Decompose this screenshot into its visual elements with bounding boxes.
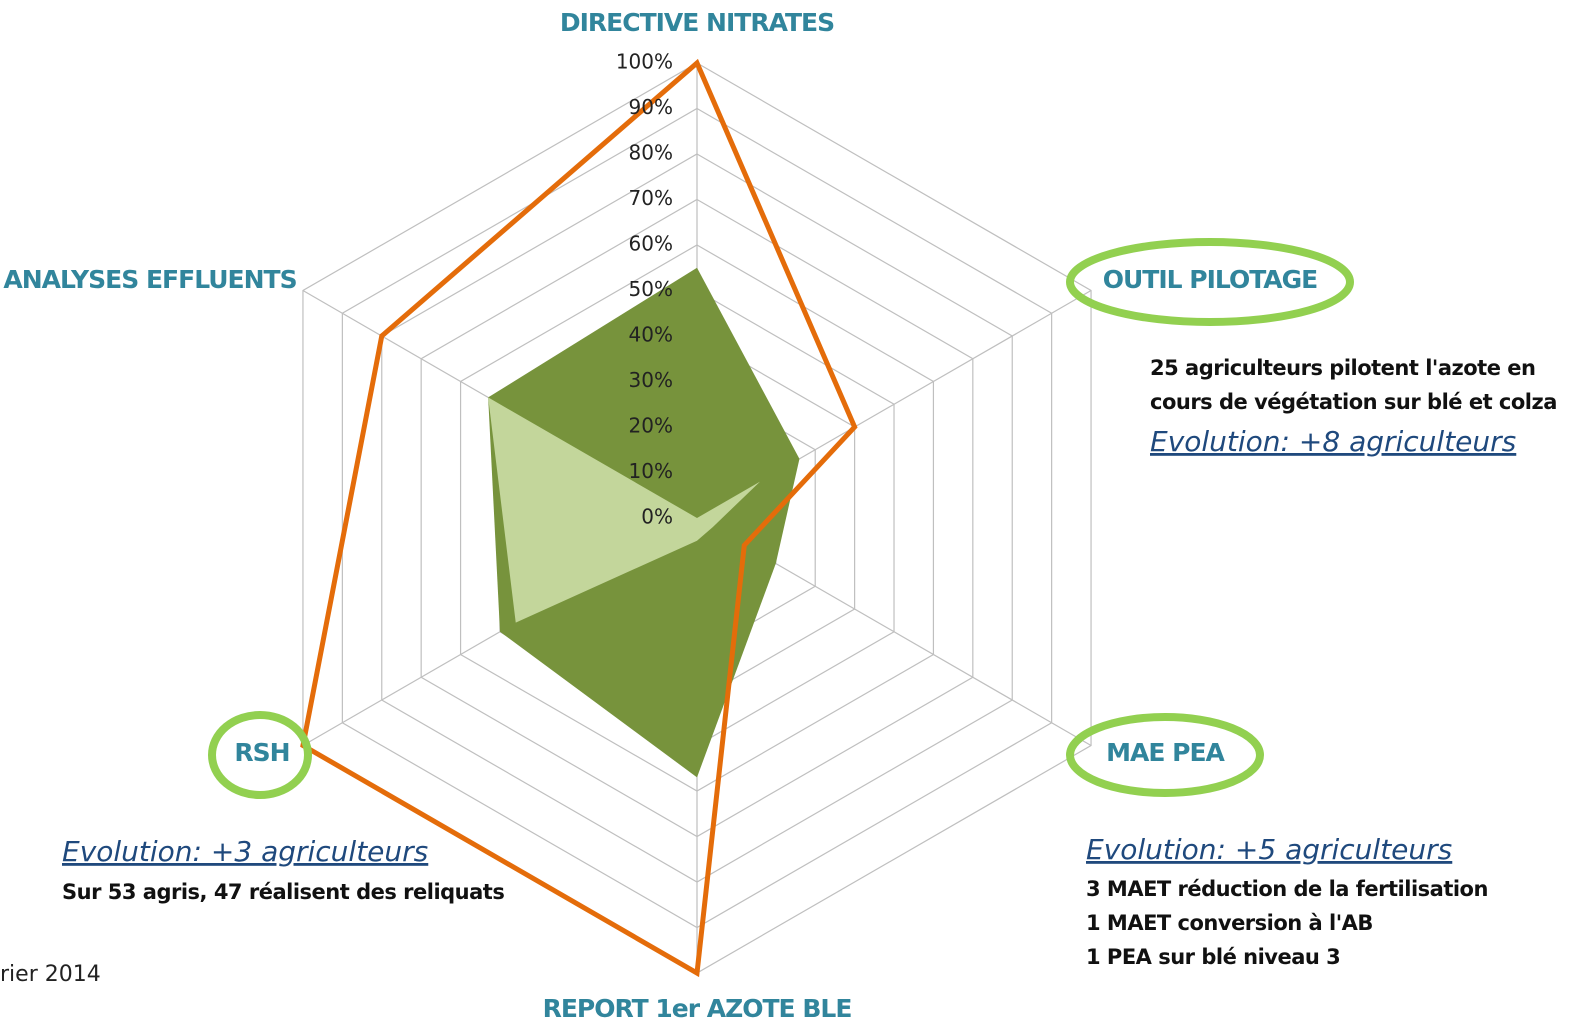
y-tick-label: 90% (629, 95, 673, 119)
category-label: OUTIL PILOTAGE (1103, 265, 1318, 294)
y-tick-label: 20% (629, 414, 673, 438)
annotation: Evolution: +5 agriculteurs (1086, 833, 1452, 866)
annotation: cours de végétation sur blé et colza (1150, 390, 1557, 414)
annotation: Evolution: +8 agriculteurs (1150, 425, 1516, 458)
y-tick-label: 100% (616, 50, 673, 74)
y-tick-label: 30% (629, 368, 673, 392)
category-label: REPORT 1er AZOTE BLE (543, 994, 852, 1023)
category-label: MAE PEA (1106, 738, 1225, 767)
annotation: 25 agriculteurs pilotent l'azote en (1150, 356, 1535, 380)
y-tick-label: 60% (629, 232, 673, 256)
y-tick-label: 40% (629, 323, 673, 347)
y-tick-label: 80% (629, 141, 673, 165)
y-tick-label: 0% (641, 505, 673, 529)
highlight (208, 711, 312, 799)
marks (300, 58, 858, 978)
category-label: DIRECTIVE NITRATES (560, 8, 834, 37)
annotation: 1 PEA sur blé niveau 3 (1086, 945, 1340, 969)
annotation: Sur 53 agris, 47 réalisent des reliquats (62, 880, 504, 904)
category-label: ANALYSES EFFLUENTS (3, 265, 296, 294)
annotation: 3 MAET réduction de la fertilisation (1086, 877, 1488, 901)
y-tick-label: 70% (629, 186, 673, 210)
annotation: 1 MAET conversion à l'AB (1086, 911, 1373, 935)
y-tick-label: 10% (629, 459, 673, 483)
ticks: 0% 10% 20% 30% 40% 50% 60% 70% 80% 90% 100% (616, 50, 673, 529)
series-line (300, 58, 858, 978)
y-tick-label: 50% (629, 277, 673, 301)
highlight (1066, 238, 1354, 326)
category-label: RSH (234, 738, 289, 767)
annotation: Evolution: +3 agriculteurs (62, 835, 428, 868)
highlight (1066, 713, 1264, 797)
footer: rier 2014 (0, 962, 101, 987)
series-area (488, 397, 761, 623)
